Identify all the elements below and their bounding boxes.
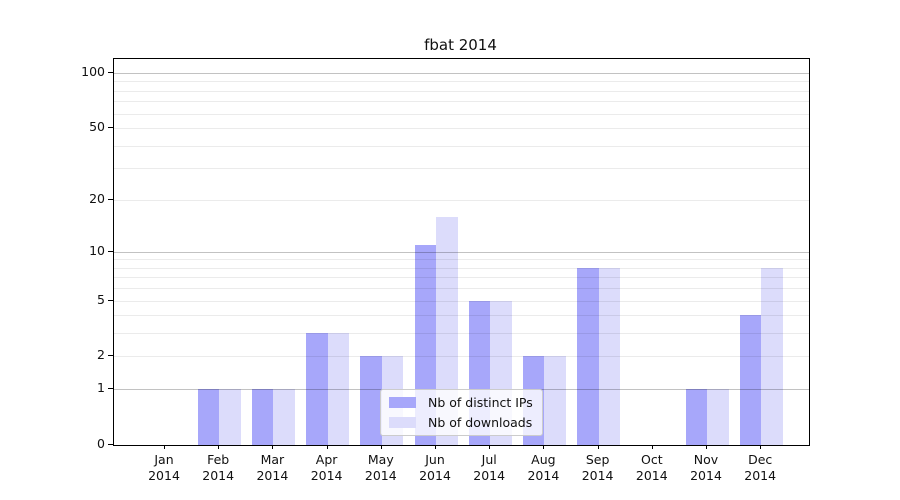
bar-distinct-ips-dec bbox=[739, 315, 762, 445]
x-axis-tick-label-oct: Oct 2014 bbox=[635, 452, 668, 483]
y-axis-tick-20 bbox=[108, 198, 113, 200]
x-axis-tick-mar bbox=[272, 445, 274, 449]
x-axis-tick-oct bbox=[651, 445, 653, 449]
bar-downloads-feb bbox=[219, 389, 241, 445]
y-axis-tick-label-50: 50 bbox=[89, 119, 105, 135]
y-axis-tick-label-1: 1 bbox=[97, 380, 105, 396]
minor-gridline-20 bbox=[114, 199, 809, 201]
minor-gridline-50 bbox=[114, 128, 809, 130]
y-axis-tick-5 bbox=[108, 299, 113, 301]
x-axis-tick-label-nov: Nov 2014 bbox=[690, 452, 722, 483]
x-axis-tick-label-may: May 2014 bbox=[364, 452, 397, 483]
bar-distinct-ips-nov bbox=[685, 389, 707, 445]
bar-distinct-ips-apr bbox=[306, 333, 328, 445]
bar-distinct-ips-feb bbox=[197, 389, 220, 445]
x-axis-tick-label-dec: Dec 2014 bbox=[744, 452, 777, 483]
minor-gridline-5 bbox=[114, 300, 809, 302]
x-axis-tick-apr bbox=[326, 445, 328, 449]
minor-gridline-70 bbox=[114, 101, 809, 103]
bar-distinct-ips-mar bbox=[251, 389, 274, 445]
y-axis-tick-label-100: 100 bbox=[81, 63, 105, 79]
x-axis-tick-feb bbox=[218, 445, 220, 449]
x-axis-tick-label-jul: Jul 2014 bbox=[473, 452, 506, 483]
x-axis-tick-jul bbox=[489, 445, 491, 449]
legend: Nb of distinct IPs Nb of downloads bbox=[380, 389, 543, 436]
x-axis-tick-aug bbox=[543, 445, 545, 449]
minor-gridline-3 bbox=[114, 333, 809, 335]
x-axis-tick-jan bbox=[164, 445, 165, 449]
y-axis-tick-50 bbox=[108, 127, 113, 129]
bar-distinct-ips-may bbox=[360, 356, 382, 445]
minor-gridline-6 bbox=[114, 288, 809, 290]
chart-title: fbat 2014 bbox=[424, 36, 497, 54]
x-axis-tick-label-sep: Sep 2014 bbox=[581, 452, 614, 483]
plot-area: Nb of distinct IPs Nb of downloads bbox=[113, 58, 810, 446]
minor-gridline-2 bbox=[114, 356, 809, 358]
x-axis-tick-label-jun: Jun 2014 bbox=[419, 452, 451, 483]
x-axis-tick-label-feb: Feb 2014 bbox=[202, 452, 235, 483]
minor-gridline-90 bbox=[114, 81, 809, 83]
bar-downloads-mar bbox=[273, 389, 295, 445]
minor-gridline-30 bbox=[114, 168, 809, 170]
bar-downloads-aug bbox=[544, 356, 566, 445]
legend-label-distinct-ips: Nb of distinct IPs bbox=[428, 395, 533, 410]
y-axis-tick-label-20: 20 bbox=[89, 190, 105, 206]
x-axis-tick-label-apr: Apr 2014 bbox=[310, 452, 343, 483]
x-axis-tick-nov bbox=[706, 445, 707, 449]
y-axis-tick-label-0: 0 bbox=[97, 436, 105, 451]
y-axis-tick-label-5: 5 bbox=[97, 291, 105, 307]
bar-downloads-dec bbox=[761, 267, 783, 445]
x-axis-tick-label-aug: Aug 2014 bbox=[527, 452, 560, 483]
bar-downloads-jun bbox=[436, 216, 458, 445]
minor-gridline-40 bbox=[114, 145, 809, 147]
legend-item-downloads: Nb of downloads bbox=[389, 415, 534, 430]
x-axis-tick-sep bbox=[597, 445, 599, 449]
y-axis-tick-100 bbox=[108, 71, 113, 73]
x-axis-tick-label-mar: Mar 2014 bbox=[256, 452, 289, 483]
y-axis-tick-label-10: 10 bbox=[89, 242, 105, 258]
bar-downloads-sep bbox=[598, 267, 621, 445]
y-axis-tick-0 bbox=[108, 444, 113, 445]
bar-distinct-ips-sep bbox=[577, 267, 599, 445]
bar-downloads-apr bbox=[327, 333, 350, 445]
major-gridline-10 bbox=[114, 251, 809, 253]
y-axis-tick-label-2: 2 bbox=[97, 347, 105, 363]
legend-item-distinct-ips: Nb of distinct IPs bbox=[389, 395, 534, 410]
x-axis-tick-dec bbox=[760, 445, 762, 449]
x-axis-tick-jun bbox=[435, 445, 436, 449]
minor-gridline-9 bbox=[114, 259, 809, 261]
y-axis-tick-2 bbox=[108, 355, 113, 357]
major-gridline-100 bbox=[114, 72, 809, 74]
x-axis-tick-label-jan: Jan 2014 bbox=[148, 452, 180, 483]
x-axis-tick-may bbox=[380, 445, 382, 449]
minor-gridline-60 bbox=[114, 113, 809, 115]
minor-gridline-4 bbox=[114, 315, 809, 317]
minor-gridline-7 bbox=[114, 277, 809, 279]
legend-label-downloads: Nb of downloads bbox=[428, 415, 533, 430]
legend-swatch-downloads bbox=[389, 417, 416, 428]
legend-swatch-distinct-ips bbox=[389, 397, 416, 408]
bar-downloads-nov bbox=[707, 389, 729, 445]
minor-gridline-80 bbox=[114, 90, 809, 92]
y-axis-tick-10 bbox=[108, 250, 113, 252]
minor-gridline-8 bbox=[114, 267, 809, 269]
y-axis-tick-1 bbox=[108, 388, 113, 390]
